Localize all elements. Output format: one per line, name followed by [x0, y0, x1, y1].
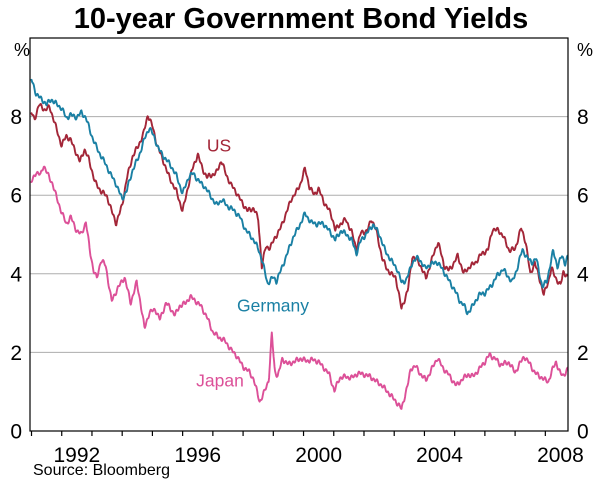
series-line-us — [30, 102, 568, 310]
y-axis-label-right-2: 2 — [577, 342, 589, 365]
y-axis-label-right-6: 6 — [577, 185, 589, 208]
x-axis-label-2000: 2000 — [295, 444, 342, 467]
y-axis-unit-left: % — [13, 40, 30, 60]
x-axis-label-2004: 2004 — [416, 444, 463, 467]
y-axis-label-right-4: 4 — [577, 263, 589, 286]
y-axis-label-left-4: 4 — [10, 263, 22, 286]
series-line-japan — [30, 165, 568, 410]
y-axis-label-left-6: 6 — [10, 185, 22, 208]
y-axis-label-left-2: 2 — [10, 342, 22, 365]
y-axis-label-left-8: 8 — [10, 106, 22, 129]
y-axis-unit-right: % — [577, 40, 594, 60]
series-label-japan: Japan — [196, 370, 244, 391]
chart-title: 10-year Government Bond Yields — [73, 3, 529, 35]
plot-frame — [29, 37, 569, 432]
y-axis-label-left-0: 0 — [10, 421, 22, 444]
x-axis-label-1996: 1996 — [174, 444, 221, 467]
y-axis-label-right-0: 0 — [577, 421, 589, 444]
series-line-germany — [30, 78, 568, 316]
y-axis-label-right-8: 8 — [577, 106, 589, 129]
series-label-us: US — [206, 135, 232, 156]
source-note: Source: Bloomberg — [33, 462, 170, 479]
series-label-germany: Germany — [237, 295, 309, 316]
x-axis-label-1992: 1992 — [53, 444, 100, 467]
x-axis-label-2008: 2008 — [537, 444, 584, 467]
